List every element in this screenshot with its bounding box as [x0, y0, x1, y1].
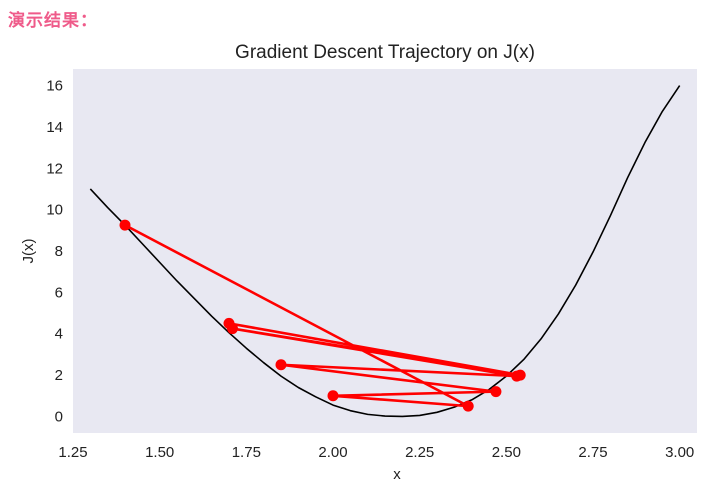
trajectory-point: [119, 219, 131, 231]
x-tick-label: 2.75: [578, 444, 607, 461]
x-tick-label: 2.25: [405, 444, 434, 461]
trajectory-point: [327, 390, 339, 402]
trajectory-point: [275, 359, 287, 371]
y-tick-label: 4: [55, 326, 63, 343]
chart-title: Gradient Descent Trajectory on J(x): [235, 42, 535, 63]
y-tick-label: 6: [55, 284, 63, 301]
x-tick-label: 1.25: [58, 444, 87, 461]
y-axis-label: J(x): [20, 239, 37, 264]
trajectory-point: [223, 317, 235, 329]
x-tick-labels: 1.25 1.50 1.75 2.00 2.25 2.50 2.75 3.00: [58, 444, 694, 461]
y-tick-label: 12: [46, 160, 63, 177]
y-tick-label: 0: [55, 408, 63, 425]
trajectory-point: [490, 386, 502, 398]
x-tick-label: 1.50: [145, 444, 174, 461]
y-tick-label: 10: [46, 202, 63, 219]
x-tick-label: 1.75: [232, 444, 261, 461]
x-axis-label: x: [393, 466, 401, 483]
trajectory-point: [462, 400, 474, 412]
x-tick-label: 2.00: [318, 444, 347, 461]
y-tick-label: 16: [46, 78, 63, 95]
y-tick-label: 8: [55, 243, 63, 260]
cost-curve: [89, 85, 681, 418]
trajectory-point: [514, 369, 526, 381]
x-tick-label: 2.50: [492, 444, 521, 461]
y-tick-label: 2: [55, 367, 63, 384]
x-tick-label: 3.00: [665, 444, 694, 461]
trajectory-layer: [119, 219, 526, 412]
curve-layer: [89, 85, 681, 418]
y-tick-label: 14: [46, 119, 63, 136]
y-tick-labels: 0 2 4 6 8 10 12 14 16: [46, 78, 63, 426]
page-heading: 演示结果：: [8, 11, 98, 31]
